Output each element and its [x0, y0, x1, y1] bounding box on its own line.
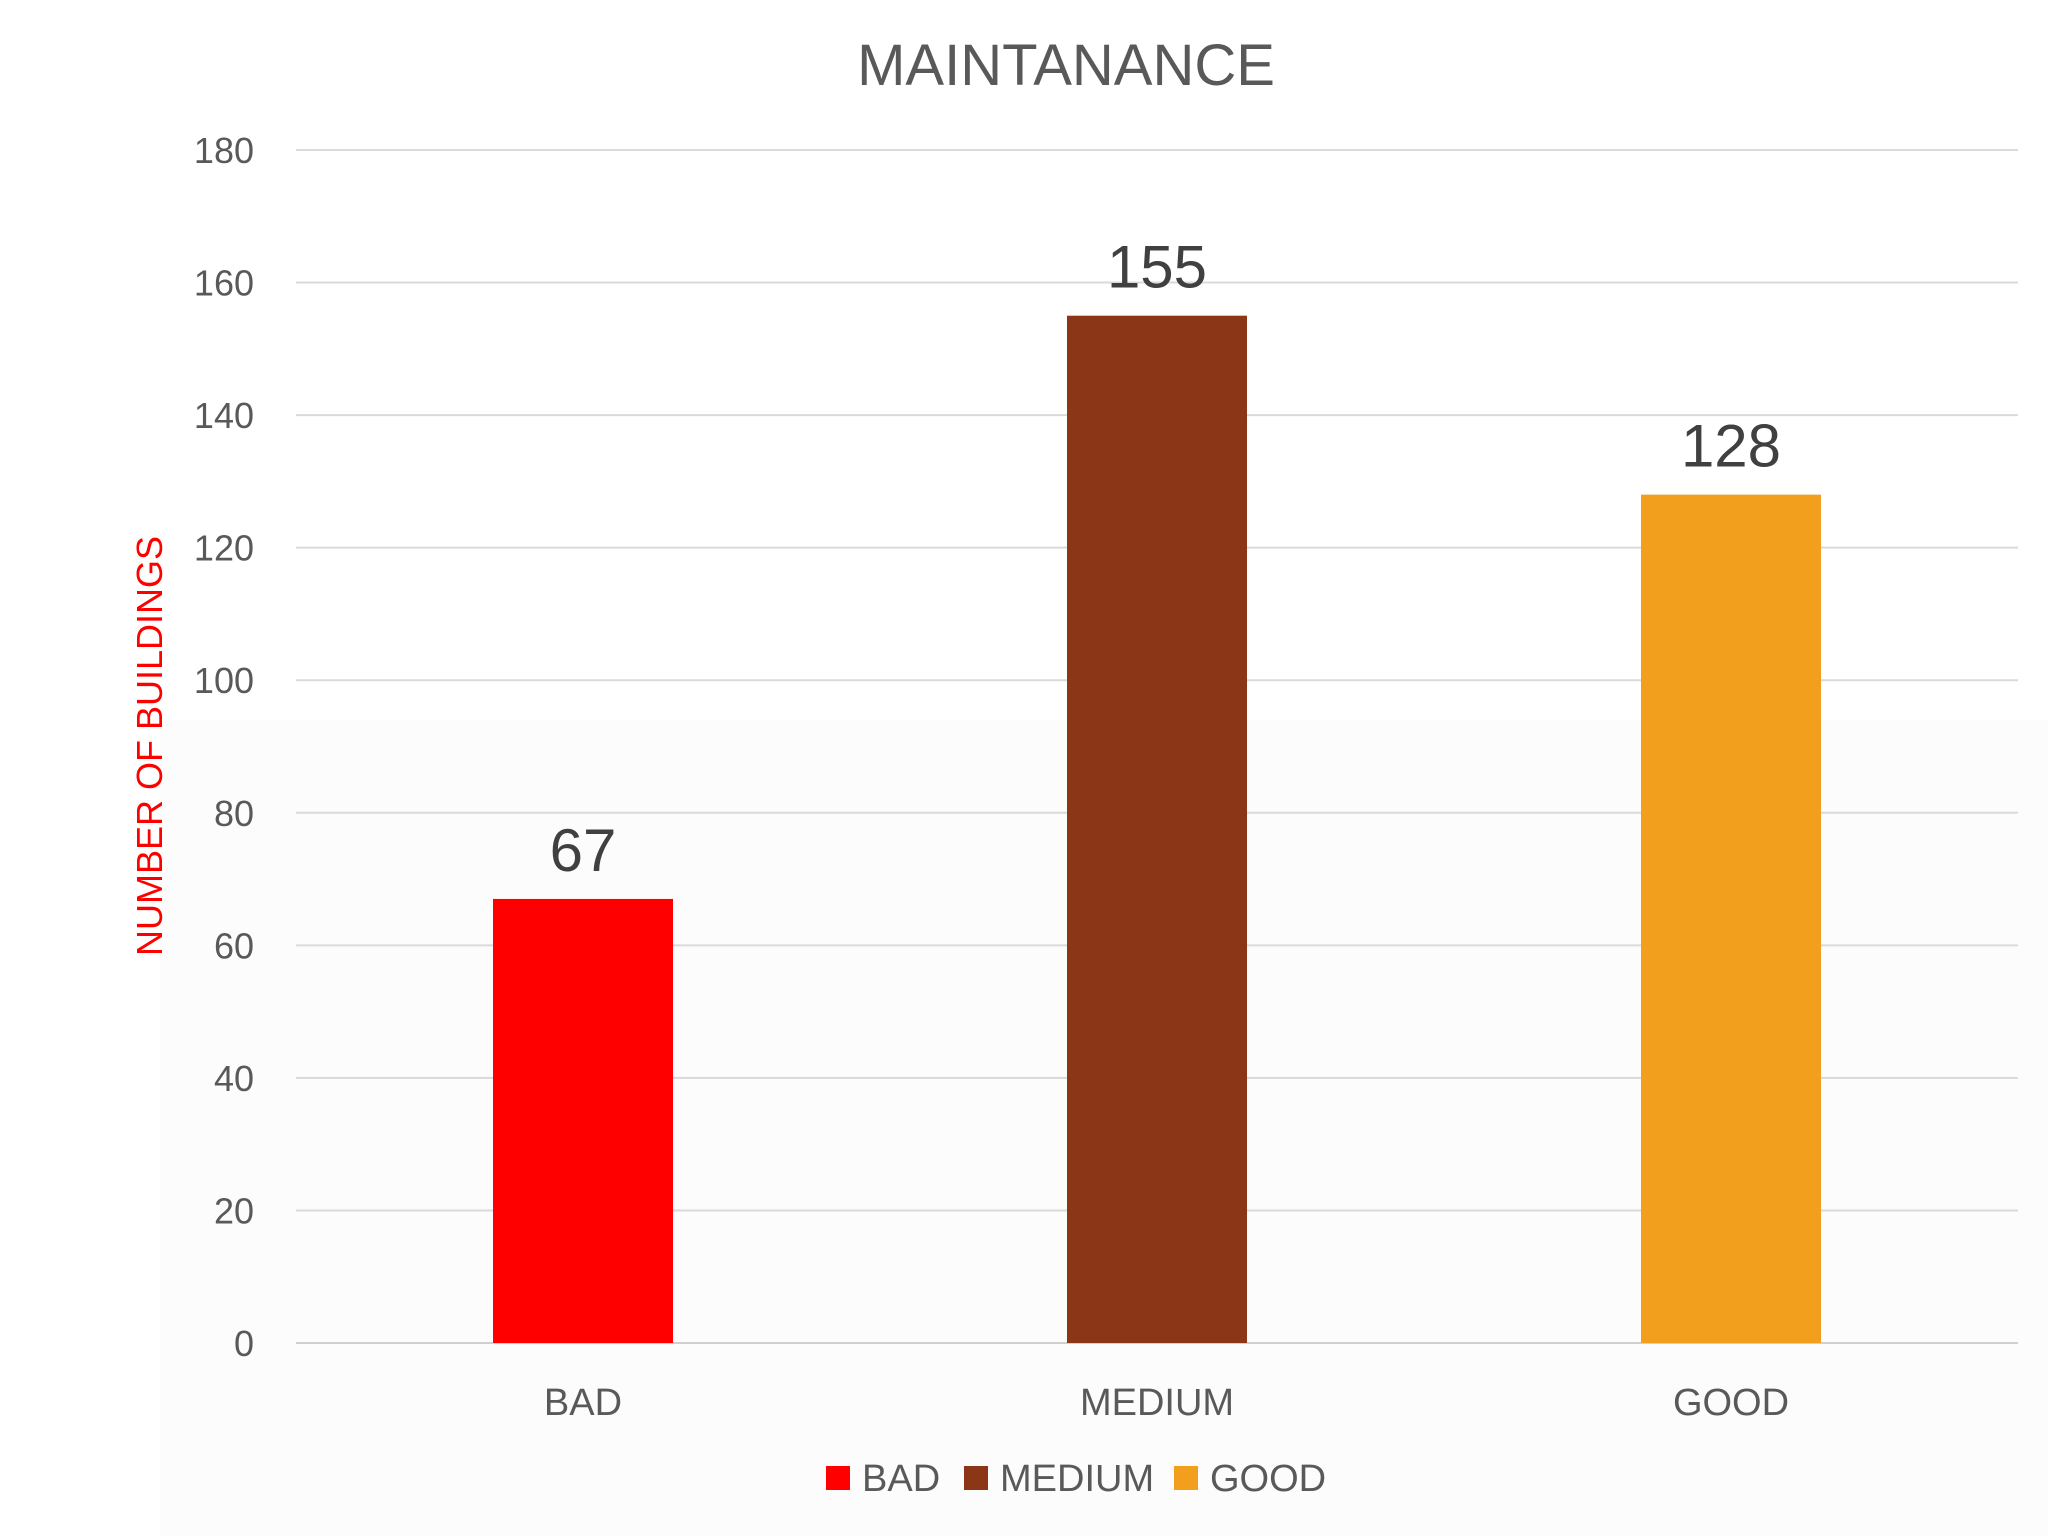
- y-tick-label: 20: [214, 1190, 254, 1231]
- category-label-bad: BAD: [544, 1382, 622, 1424]
- y-tick-label: 140: [194, 395, 254, 436]
- legend-label-good: GOOD: [1210, 1458, 1326, 1500]
- category-label-medium: MEDIUM: [1080, 1382, 1234, 1424]
- y-axis-tick-labels: 0 20 40 60 80 100 120 140 160 180: [194, 130, 254, 1364]
- y-tick-label: 100: [194, 660, 254, 701]
- legend-item-bad: BAD: [826, 1458, 940, 1500]
- y-tick-label: 0: [234, 1323, 254, 1364]
- y-tick-label: 120: [194, 528, 254, 569]
- y-tick-label: 80: [214, 793, 254, 834]
- data-label-bad: 67: [550, 817, 617, 884]
- y-tick-label: 180: [194, 130, 254, 171]
- legend-label-bad: BAD: [862, 1458, 940, 1500]
- bar-medium: [1067, 315, 1247, 1343]
- bar-bad: [493, 898, 673, 1343]
- y-axis-label: NUMBER OF BUILDINGS: [129, 536, 170, 956]
- data-labels: 67 155 128: [550, 234, 1781, 884]
- y-tick-label: 40: [214, 1058, 254, 1099]
- legend: BAD MEDIUM GOOD: [826, 1458, 1326, 1500]
- y-tick-label: 60: [214, 925, 254, 966]
- legend-item-good: GOOD: [1174, 1458, 1326, 1500]
- chart-title: MAINTANANCE: [857, 33, 1275, 98]
- y-tick-label: 160: [194, 263, 254, 304]
- x-axis-category-labels: BAD MEDIUM GOOD: [544, 1382, 1789, 1424]
- data-label-good: 128: [1681, 413, 1781, 480]
- bar-good: [1641, 494, 1821, 1344]
- bars: [493, 315, 1821, 1344]
- legend-swatch-good: [1174, 1466, 1198, 1490]
- data-label-medium: 155: [1107, 234, 1207, 301]
- legend-swatch-medium: [964, 1466, 988, 1490]
- legend-item-medium: MEDIUM: [964, 1458, 1154, 1500]
- legend-swatch-bad: [826, 1466, 850, 1490]
- category-label-good: GOOD: [1673, 1382, 1789, 1424]
- legend-label-medium: MEDIUM: [1000, 1458, 1154, 1500]
